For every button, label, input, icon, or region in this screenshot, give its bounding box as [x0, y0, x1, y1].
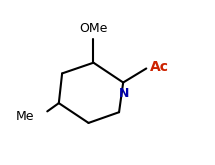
Text: Me: Me — [15, 110, 34, 123]
Text: Ac: Ac — [150, 60, 169, 74]
Text: OMe: OMe — [79, 22, 108, 35]
Text: N: N — [119, 87, 129, 100]
